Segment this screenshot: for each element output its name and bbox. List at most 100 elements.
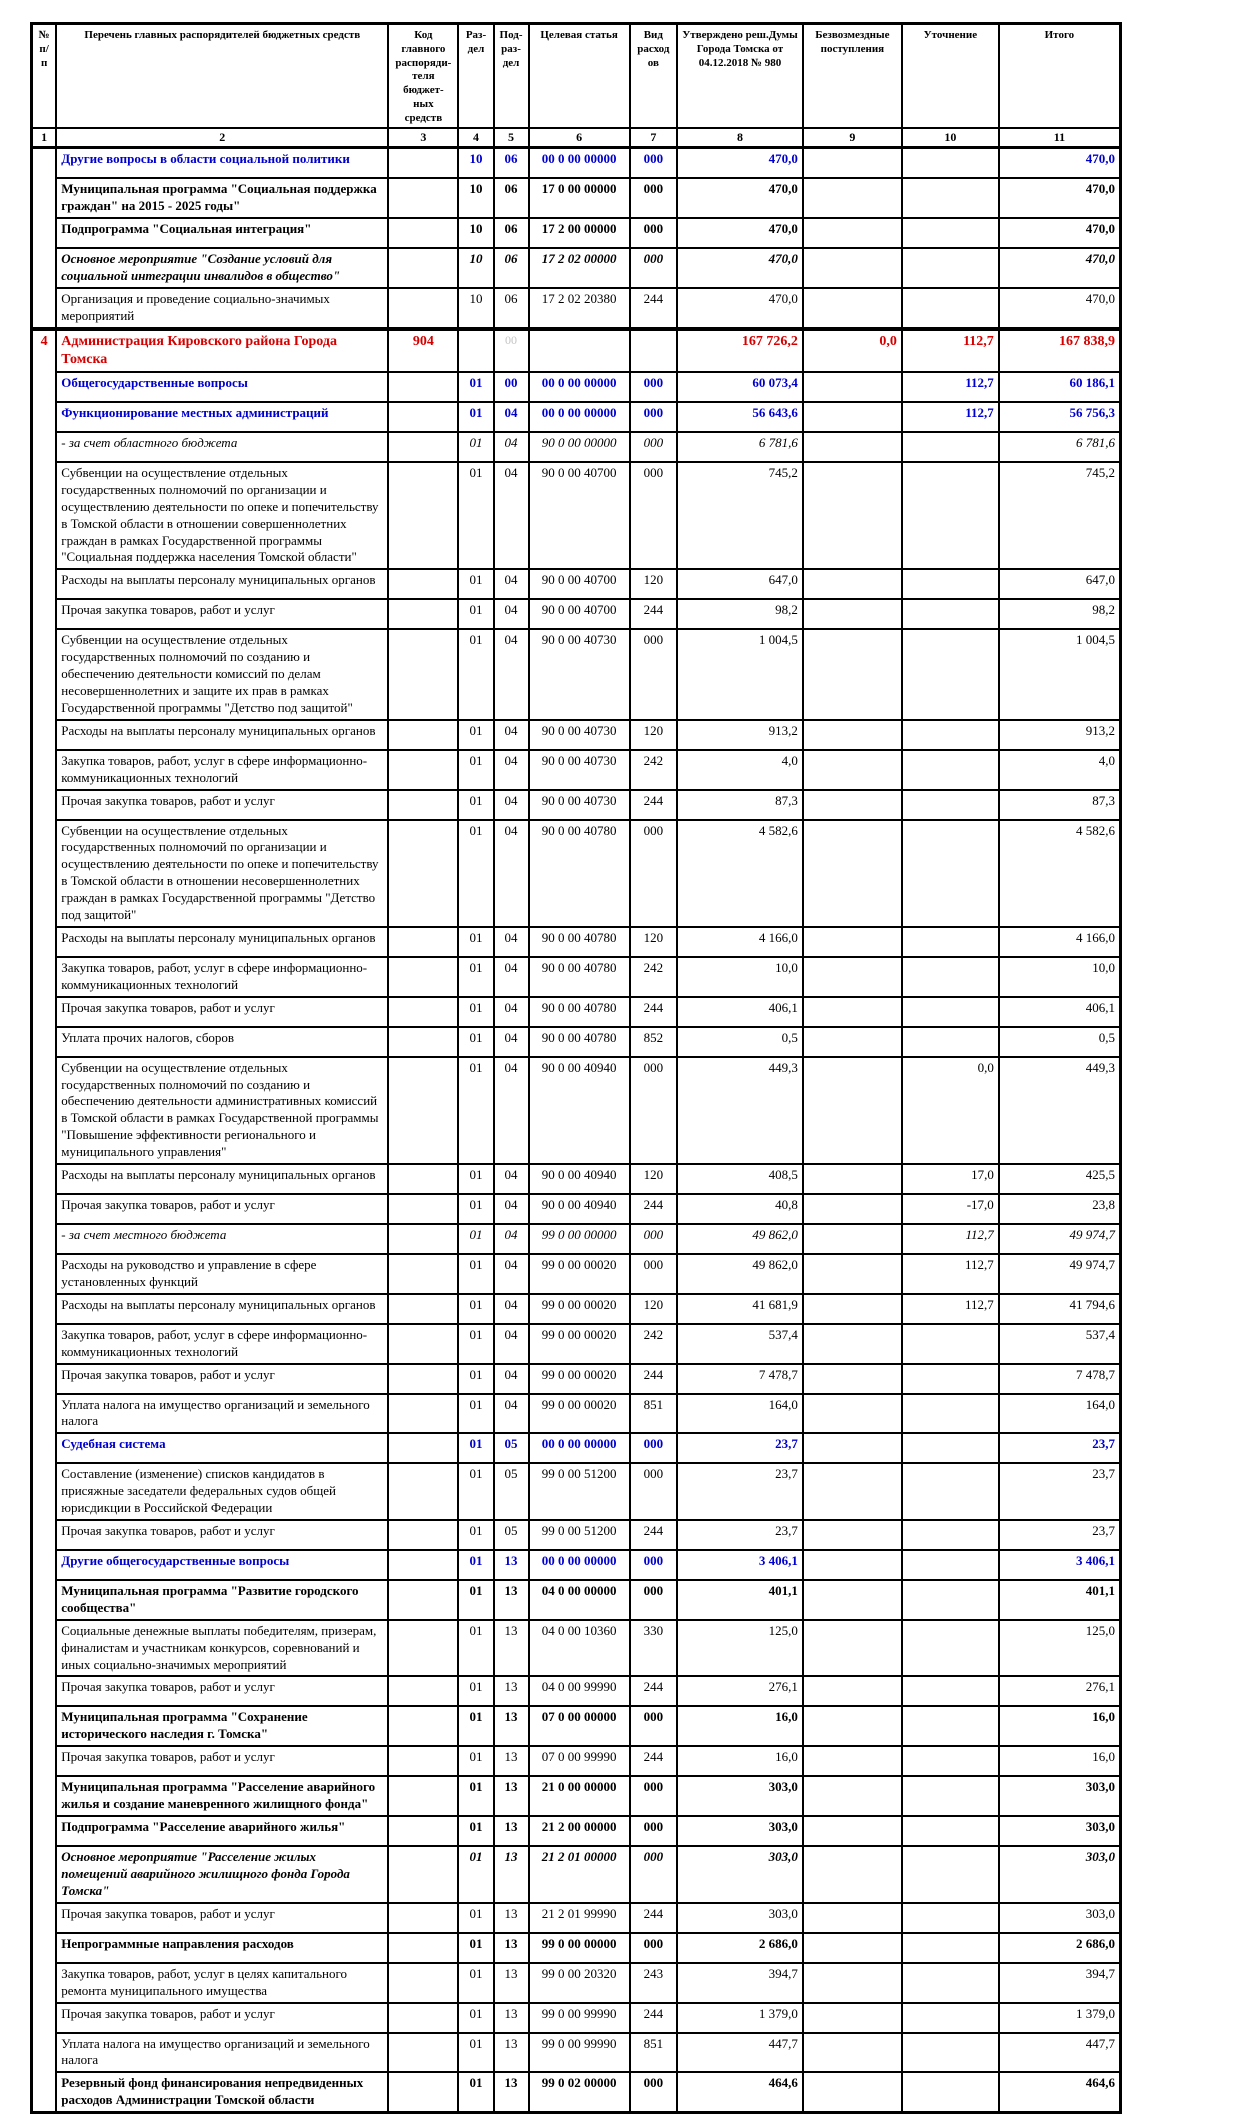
cell-total: 464,6 xyxy=(997,2071,1122,2114)
cell-approved: 913,2 xyxy=(676,718,804,751)
cell-razdel: 01 xyxy=(457,1815,495,1848)
cell-code xyxy=(387,598,460,631)
cell-podrazdel: 13 xyxy=(492,2071,530,2114)
cell-podrazdel: 04 xyxy=(492,1193,530,1226)
cell-total: 4 582,6 xyxy=(997,818,1122,928)
cell-total: 4,0 xyxy=(997,748,1122,791)
cell-name: Прочая закупка товаров, работ и услуг xyxy=(55,1519,390,1552)
cell-razdel: 01 xyxy=(457,430,495,463)
cell-code xyxy=(387,2001,460,2034)
table-row: Непрограммные направления расходов 01 13 99… xyxy=(32,1931,1122,1964)
cell-grants xyxy=(801,2001,903,2034)
cell-vid: 120 xyxy=(628,718,679,751)
cell-total: 470,0 xyxy=(997,217,1122,250)
cell-target: 00 0 00 00000 xyxy=(527,370,631,403)
table-row: Прочая закупка товаров, работ и услуг 01 1… xyxy=(32,1675,1122,1708)
cell-razdel: 01 xyxy=(457,1392,495,1435)
cell-approved: 7 478,7 xyxy=(676,1362,804,1395)
cell-code xyxy=(387,568,460,601)
table-row: Закупка товаров, работ, услуг в целях ка… xyxy=(32,1961,1122,2004)
cell-podrazdel: 13 xyxy=(492,1775,530,1818)
cell-grants xyxy=(801,718,903,751)
cell-approved: 1 379,0 xyxy=(676,2001,804,2034)
cell-target: 17 2 02 00000 xyxy=(527,247,631,289)
cell-podrazdel: 04 xyxy=(492,718,530,751)
cell-vid: 000 xyxy=(628,818,679,928)
cell-vid: 000 xyxy=(628,1055,679,1166)
cell-approved: 394,7 xyxy=(676,1961,804,2004)
cell-total: 23,7 xyxy=(997,1519,1122,1552)
cell-target: 21 2 01 00000 xyxy=(527,1845,631,1904)
cell-target xyxy=(527,326,631,373)
cell-code xyxy=(387,1163,460,1196)
cell-approved: 125,0 xyxy=(676,1618,804,1678)
cell-vid: 851 xyxy=(628,2031,679,2074)
cell-adjust xyxy=(900,146,1000,180)
cell-razdel: 01 xyxy=(457,748,495,791)
cell-code xyxy=(387,788,460,821)
cell-grants xyxy=(801,1193,903,1226)
cell-approved: 303,0 xyxy=(676,1901,804,1934)
cell-target: 90 0 00 40700 xyxy=(527,598,631,631)
cell-adjust xyxy=(900,1519,1000,1552)
cell-adjust xyxy=(900,177,1000,220)
cell-podrazdel: 06 xyxy=(492,286,530,330)
cell-total: 23,7 xyxy=(997,1432,1122,1465)
cell-total: 1 379,0 xyxy=(997,2001,1122,2034)
cell-name: Составление (изменение) списков кандидат… xyxy=(55,1462,390,1522)
cell-razdel: 01 xyxy=(457,818,495,928)
cell-adjust: 112,7 xyxy=(900,400,1000,433)
column-number-9: 9 xyxy=(801,127,903,150)
cell-approved: 470,0 xyxy=(676,146,804,180)
column-number-row: 1 2 3 4 5 6 7 8 9 10 11 xyxy=(30,127,1122,150)
cell-name: Закупка товаров, работ, услуг в сфере ин… xyxy=(55,748,390,791)
cell-total: 913,2 xyxy=(997,718,1122,751)
cell-grants xyxy=(801,1432,903,1465)
cell-total: 303,0 xyxy=(997,1901,1122,1934)
cell-code xyxy=(387,460,460,571)
cell-target: 99 0 00 99990 xyxy=(527,2031,631,2074)
table-row: Составление (изменение) списков кандидат… xyxy=(32,1462,1122,1522)
cell-razdel: 10 xyxy=(457,177,495,220)
cell-podrazdel: 04 xyxy=(492,1223,530,1256)
cell-code xyxy=(387,955,460,998)
table-row: Социальные денежные выплаты победителям,… xyxy=(32,1618,1122,1678)
cell-name: Судебная система xyxy=(55,1432,390,1465)
column-number-11: 11 xyxy=(997,127,1122,150)
cell-razdel: 10 xyxy=(457,217,495,250)
cell-podrazdel: 13 xyxy=(492,1618,530,1678)
table-row: Расходы на выплаты персоналу муниципальн… xyxy=(32,718,1122,751)
column-header-3: Код главного распоряди-теля бюджет-ных с… xyxy=(387,22,460,130)
cell-razdel: 01 xyxy=(457,1462,495,1522)
cell-grants xyxy=(801,1055,903,1166)
cell-target: 00 0 00 00000 xyxy=(527,1549,631,1582)
cell-podrazdel: 06 xyxy=(492,146,530,180)
cell-razdel: 01 xyxy=(457,568,495,601)
cell-razdel: 01 xyxy=(457,925,495,958)
cell-adjust: 112,7 xyxy=(900,370,1000,403)
table-row: Субвенции на осуществление отдельных гос… xyxy=(32,460,1122,571)
cell-razdel: 01 xyxy=(457,370,495,403)
cell-vid: 000 xyxy=(628,1705,679,1748)
cell-target: 07 0 00 99990 xyxy=(527,1745,631,1778)
cell-podrazdel: 13 xyxy=(492,1931,530,1964)
cell-code xyxy=(387,1961,460,2004)
cell-target: 99 0 00 00020 xyxy=(527,1362,631,1395)
cell-podrazdel: 13 xyxy=(492,1579,530,1621)
cell-approved: 303,0 xyxy=(676,1815,804,1848)
cell-total: 0,5 xyxy=(997,1025,1122,1058)
table-row: Расходы на руководство и управление в сф… xyxy=(32,1253,1122,1295)
column-number-7: 7 xyxy=(628,127,679,150)
cell-code: 904 xyxy=(387,326,460,373)
cell-adjust xyxy=(900,1745,1000,1778)
cell-approved: 98,2 xyxy=(676,598,804,631)
cell-name: Основное мероприятие "Расселение жилых п… xyxy=(55,1845,390,1904)
cell-approved: 49 862,0 xyxy=(676,1253,804,1295)
cell-name: Уплата налога на имущество организаций и… xyxy=(55,1392,390,1435)
cell-adjust xyxy=(900,1931,1000,1964)
cell-vid: 000 xyxy=(628,1931,679,1964)
cell-razdel: 01 xyxy=(457,460,495,571)
cell-razdel: 01 xyxy=(457,1931,495,1964)
cell-code xyxy=(387,1322,460,1365)
cell-vid: 244 xyxy=(628,995,679,1028)
